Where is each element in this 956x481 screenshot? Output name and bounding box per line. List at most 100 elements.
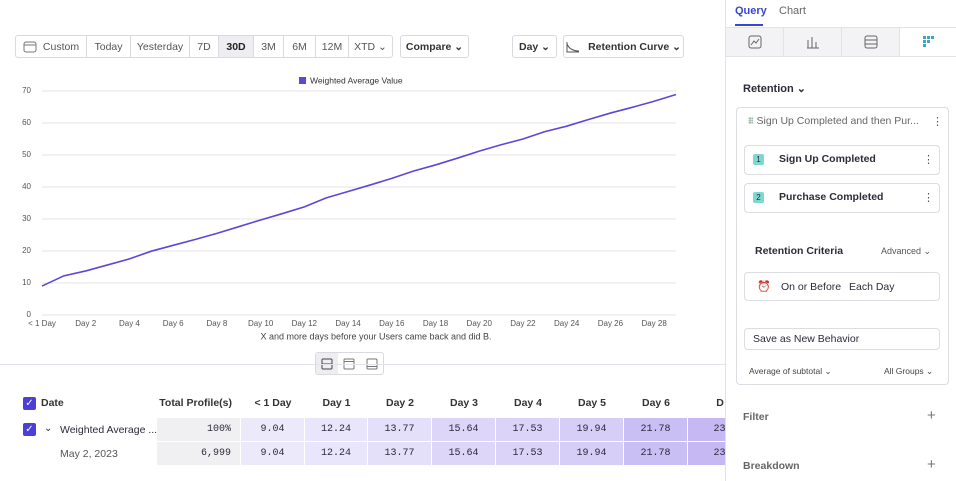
save-button[interactable] (744, 328, 940, 350)
cell: 100% (157, 418, 240, 441)
icon: ⩩ (748, 115, 754, 127)
cell: 19.94 (560, 418, 623, 441)
cell: 6,999 (157, 442, 240, 465)
cell: 21.78 (624, 442, 687, 465)
view-option[interactable] (338, 353, 360, 374)
add[interactable]: + (927, 407, 936, 424)
header-cell: Day 3 (449, 397, 479, 409)
range-button[interactable]: 12M (315, 35, 349, 58)
y-tick-label: 40 (22, 182, 31, 191)
section-title: Retention Criteria (755, 245, 844, 257)
label: Day (519, 40, 539, 53)
x-tick-label: Day 26 (598, 319, 624, 328)
chart-type[interactable] (784, 28, 842, 56)
step-label: Sign Up Completed (779, 153, 876, 165)
x-tick-label: Day 10 (248, 319, 274, 328)
x-tick-label: Day 16 (379, 319, 405, 328)
criteria-value[interactable]: On or Before (781, 281, 842, 293)
range-button[interactable]: Today (86, 35, 131, 58)
label: All Groups (884, 366, 924, 376)
sidebar: Query Chart Retention ⌄ ⩩ Sign Up Comple… (725, 0, 956, 481)
step-number: 2 (753, 192, 764, 203)
chart-type-bar (726, 27, 956, 57)
checkbox[interactable]: ✓ (23, 423, 36, 436)
chart-type[interactable] (900, 28, 956, 56)
cell: 9.04 (241, 442, 304, 465)
x-tick-label: Day 6 (163, 319, 184, 328)
criteria-box[interactable] (744, 272, 940, 301)
cell: 15.64 (432, 442, 495, 465)
label: Compare (405, 40, 452, 53)
legend-label: Weighted Average Value (310, 75, 403, 85)
menu[interactable]: ⋮ (923, 192, 934, 204)
tab[interactable]: Query (735, 5, 767, 17)
view-toggle (315, 352, 384, 375)
funnel[interactable]: ⩩ Sign Up Completed and then Pur... (748, 115, 919, 128)
y-tick-label: 30 (22, 214, 31, 223)
cell: 13.77 (368, 442, 431, 465)
view-option[interactable] (361, 353, 383, 374)
range-button[interactable]: 3M (253, 35, 284, 58)
x-tick-label: < 1 Day (28, 319, 56, 328)
step-label: Purchase Completed (779, 191, 884, 203)
step[interactable] (744, 145, 940, 175)
line (41, 93, 677, 287)
cell: 19.94 (560, 442, 623, 465)
dropdown[interactable]: Average of subtotal ⌄ (749, 366, 832, 376)
menu[interactable]: ⋮ (932, 116, 943, 128)
dropdown[interactable]: All Groups ⌄ (884, 366, 934, 376)
menu[interactable]: ⋮ (923, 154, 934, 166)
chart-kind-button[interactable]: Retention Curve ⌄ (563, 35, 684, 58)
label: Retention (743, 83, 794, 95)
expand-icon[interactable]: ⌄ (44, 423, 53, 434)
x-axis-label: X and more days before your Users came b… (260, 331, 491, 341)
compare-button[interactable]: Compare ⌄ (400, 35, 469, 58)
icon: ⏰ (757, 281, 771, 293)
header-cell: D (716, 397, 724, 409)
y-tick-label: 50 (22, 150, 31, 159)
x-tick-label: Day 2 (75, 319, 96, 328)
cell: 21.78 (624, 418, 687, 441)
header-cell: Date (41, 397, 64, 409)
step[interactable] (744, 183, 940, 213)
dropdown[interactable]: Advanced ⌄ (881, 246, 932, 256)
range-button[interactable]: 7D (189, 35, 219, 58)
range-button[interactable]: XTD ⌄ (348, 35, 393, 58)
cell: 15.64 (432, 418, 495, 441)
y-tick-label: 70 (22, 86, 31, 95)
report-type[interactable]: Retention ⌄ (743, 83, 807, 95)
step-number: 1 (753, 154, 764, 165)
header-cell: Day 2 (385, 397, 415, 409)
cell: 23 (688, 418, 725, 441)
divider (0, 364, 725, 365)
tab[interactable]: Chart (779, 5, 806, 17)
label: Advanced (881, 246, 922, 256)
range-button[interactable]: Custom (15, 35, 87, 58)
header-cell: < 1 Day (254, 397, 292, 409)
chart-type[interactable] (726, 28, 784, 56)
checkbox[interactable]: ✓ (23, 397, 36, 410)
row-label: May 2, 2023 (60, 448, 118, 460)
x-tick-label: Day 28 (641, 319, 667, 328)
y-tick-label: 60 (22, 118, 31, 127)
chart: 0 10 20 30 40 50 60 70 < 1 Day Day 2 Day 4 Day 6 Day… (22, 75, 677, 341)
table: ✓ Date Total Profile(s) < 1 Day Day 1 Day … (0, 390, 725, 470)
x-tick-label: Day 22 (510, 319, 536, 328)
interval-button[interactable]: Day ⌄ (512, 35, 557, 58)
cell: 17.53 (496, 442, 559, 465)
header-cell: Total Profile(s) (159, 397, 232, 409)
criteria-value[interactable]: Each Day (849, 281, 895, 293)
x-tick-label: Day 14 (335, 319, 361, 328)
section[interactable]: Filter (743, 411, 769, 423)
label: Average of subtotal (749, 366, 823, 376)
add[interactable]: + (927, 456, 936, 473)
chart-type[interactable] (842, 28, 900, 56)
view-option[interactable] (316, 353, 339, 374)
row-label: Weighted Average ... (60, 424, 158, 436)
x-tick-label: Day 8 (206, 319, 227, 328)
x-tick-label: Day 18 (423, 319, 449, 328)
header-cell: Day 1 (322, 397, 351, 409)
x-tick-label: Day 4 (119, 319, 140, 328)
section[interactable]: Breakdown (743, 460, 800, 472)
